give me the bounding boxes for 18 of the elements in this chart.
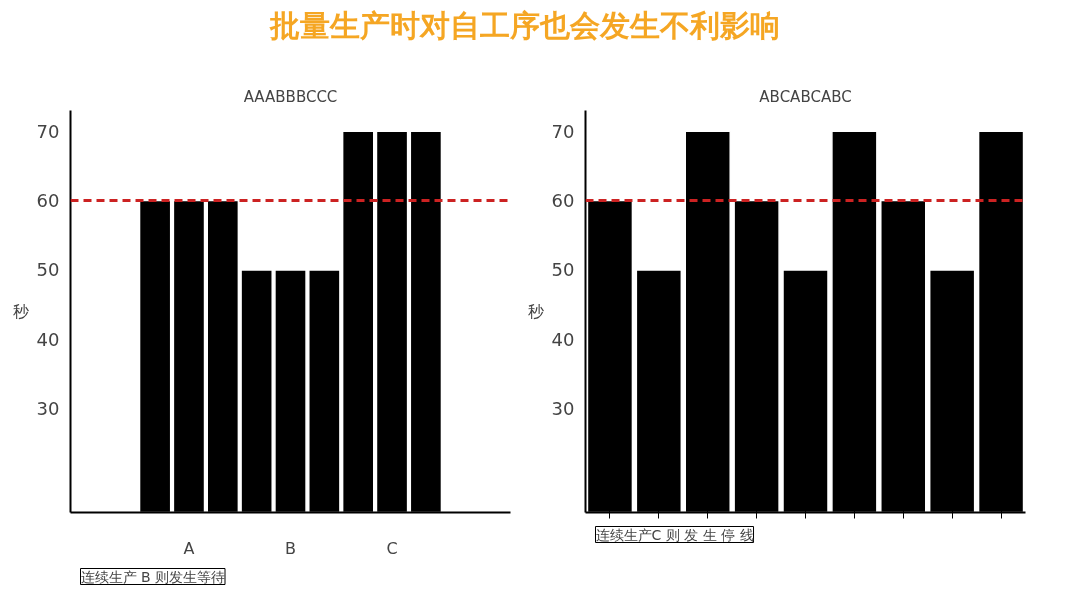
y-tick-label: 60 <box>551 190 575 212</box>
x-tick-label: C <box>386 538 398 558</box>
x-tick-label: A <box>183 538 195 558</box>
y-tick-label: 70 <box>551 120 575 142</box>
chart-subtitle: ABCABCABC <box>759 87 852 106</box>
y-tick-label: 40 <box>551 328 575 350</box>
x-tick-label: B <box>285 538 296 558</box>
y-tick-label: 30 <box>551 398 575 420</box>
y-tick-label: 60 <box>36 190 60 212</box>
chart-subtitle: AAABBBCCC <box>243 87 338 106</box>
y-axis-title: 秒 <box>12 303 29 320</box>
text: 批量生产时对自工序也会发生不利影响 <box>270 7 780 45</box>
y-tick-label: 40 <box>36 328 60 350</box>
y-tick-label: 30 <box>36 398 60 420</box>
y-tick-label: 70 <box>36 120 60 142</box>
y-tick-label: 50 <box>551 259 575 281</box>
y-tick-label: 50 <box>36 259 60 281</box>
y-axis-title: 秒 <box>527 303 544 320</box>
